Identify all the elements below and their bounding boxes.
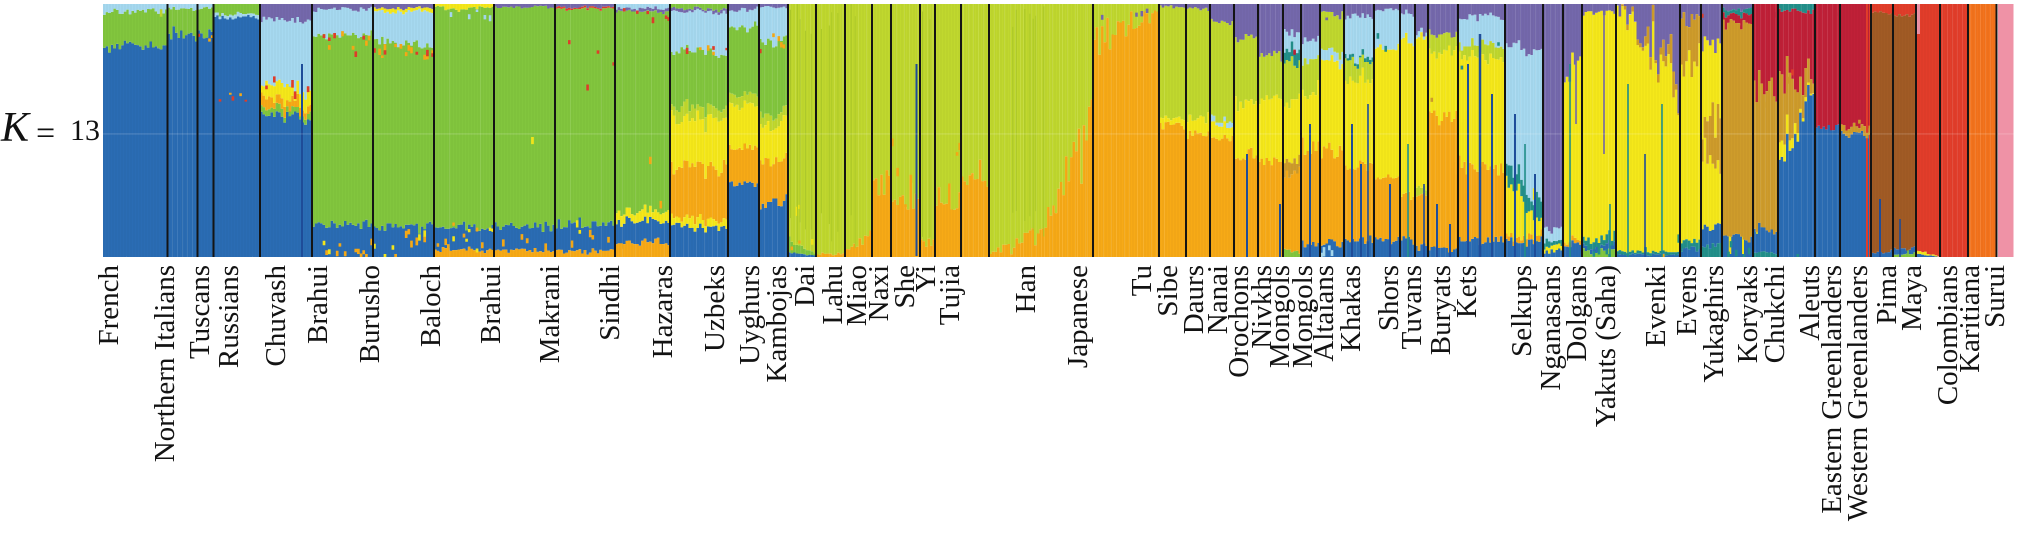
svg-text:Han: Han [1010,265,1042,314]
svg-text:Northern Italians: Northern Italians [149,265,181,462]
svg-text:Brahui: Brahui [475,265,507,344]
svg-text:Surui: Surui [1979,265,2011,328]
svg-text:Burusho: Burusho [354,265,386,363]
svg-text:Western Greenlanders: Western Greenlanders [1842,265,1874,521]
svg-text:Brahui: Brahui [302,265,334,344]
svg-text:Evenki: Evenki [1640,265,1672,347]
svg-text:Evens: Evens [1671,265,1703,336]
svg-text:=: = [36,115,55,152]
svg-text:Lahu: Lahu [817,265,849,325]
svg-text:13: 13 [70,114,100,147]
svg-text:Pima: Pima [1871,265,1903,325]
svg-text:Uyghurs: Uyghurs [734,265,766,365]
svg-text:Khakas: Khakas [1335,265,1367,352]
svg-text:Nivkhs: Nivkhs [1246,265,1278,349]
svg-text:Buryats: Buryats [1425,265,1457,355]
svg-text:Baloch: Baloch [415,265,447,348]
svg-text:Uzbeks: Uzbeks [699,265,731,352]
svg-text:Mongols: Mongols [1264,265,1296,368]
svg-text:Nanai: Nanai [1202,265,1234,334]
svg-text:Selkups: Selkups [1506,265,1538,357]
svg-text:Nganasans: Nganasans [1535,265,1567,391]
svg-text:Chukchi: Chukchi [1759,265,1791,363]
svg-text:Mongols: Mongols [1287,265,1319,368]
svg-text:Makrani: Makrani [534,265,566,363]
svg-text:Tujia: Tujia [934,265,966,325]
svg-text:She: She [889,265,921,309]
svg-text:Russians: Russians [213,265,245,368]
svg-text:Japanese: Japanese [1062,265,1094,368]
svg-text:French: French [93,265,125,346]
svg-text:Miao: Miao [841,265,873,326]
svg-text:Orochons: Orochons [1223,265,1255,378]
svg-text:Kambojas: Kambojas [761,265,793,383]
svg-text:Sibe: Sibe [1152,265,1184,317]
svg-text:Yakuts (Saha): Yakuts (Saha) [1590,265,1622,427]
svg-text:Tuscans: Tuscans [184,265,216,359]
svg-text:Maya: Maya [1896,265,1928,331]
svg-text:Daurs: Daurs [1178,265,1210,334]
svg-text:Colombians: Colombians [1932,265,1964,405]
svg-text:Eastern Greenlanders: Eastern Greenlanders [1816,265,1848,514]
svg-text:Dolgans: Dolgans [1561,265,1593,362]
svg-text:Yukaghirs: Yukaghirs [1698,265,1730,383]
svg-text:Kets: Kets [1451,265,1483,318]
svg-text:Dai: Dai [789,265,821,307]
svg-text:Tu: Tu [1126,265,1158,296]
svg-text:Shors: Shors [1373,265,1405,331]
svg-text:Naxi: Naxi [863,265,895,321]
svg-text:Chuvash: Chuvash [260,265,292,367]
svg-text:Hazaras: Hazaras [647,265,679,358]
svg-text:Karitiana: Karitiana [1954,265,1986,373]
svg-text:K: K [0,105,31,151]
svg-text:Sindhi: Sindhi [594,265,626,341]
svg-text:Altaians: Altaians [1308,265,1340,362]
svg-text:Tuvans: Tuvans [1396,265,1428,349]
svg-text:Koryaks: Koryaks [1732,265,1764,363]
svg-text:Aleuts: Aleuts [1794,265,1826,341]
svg-text:Yi: Yi [910,265,942,292]
